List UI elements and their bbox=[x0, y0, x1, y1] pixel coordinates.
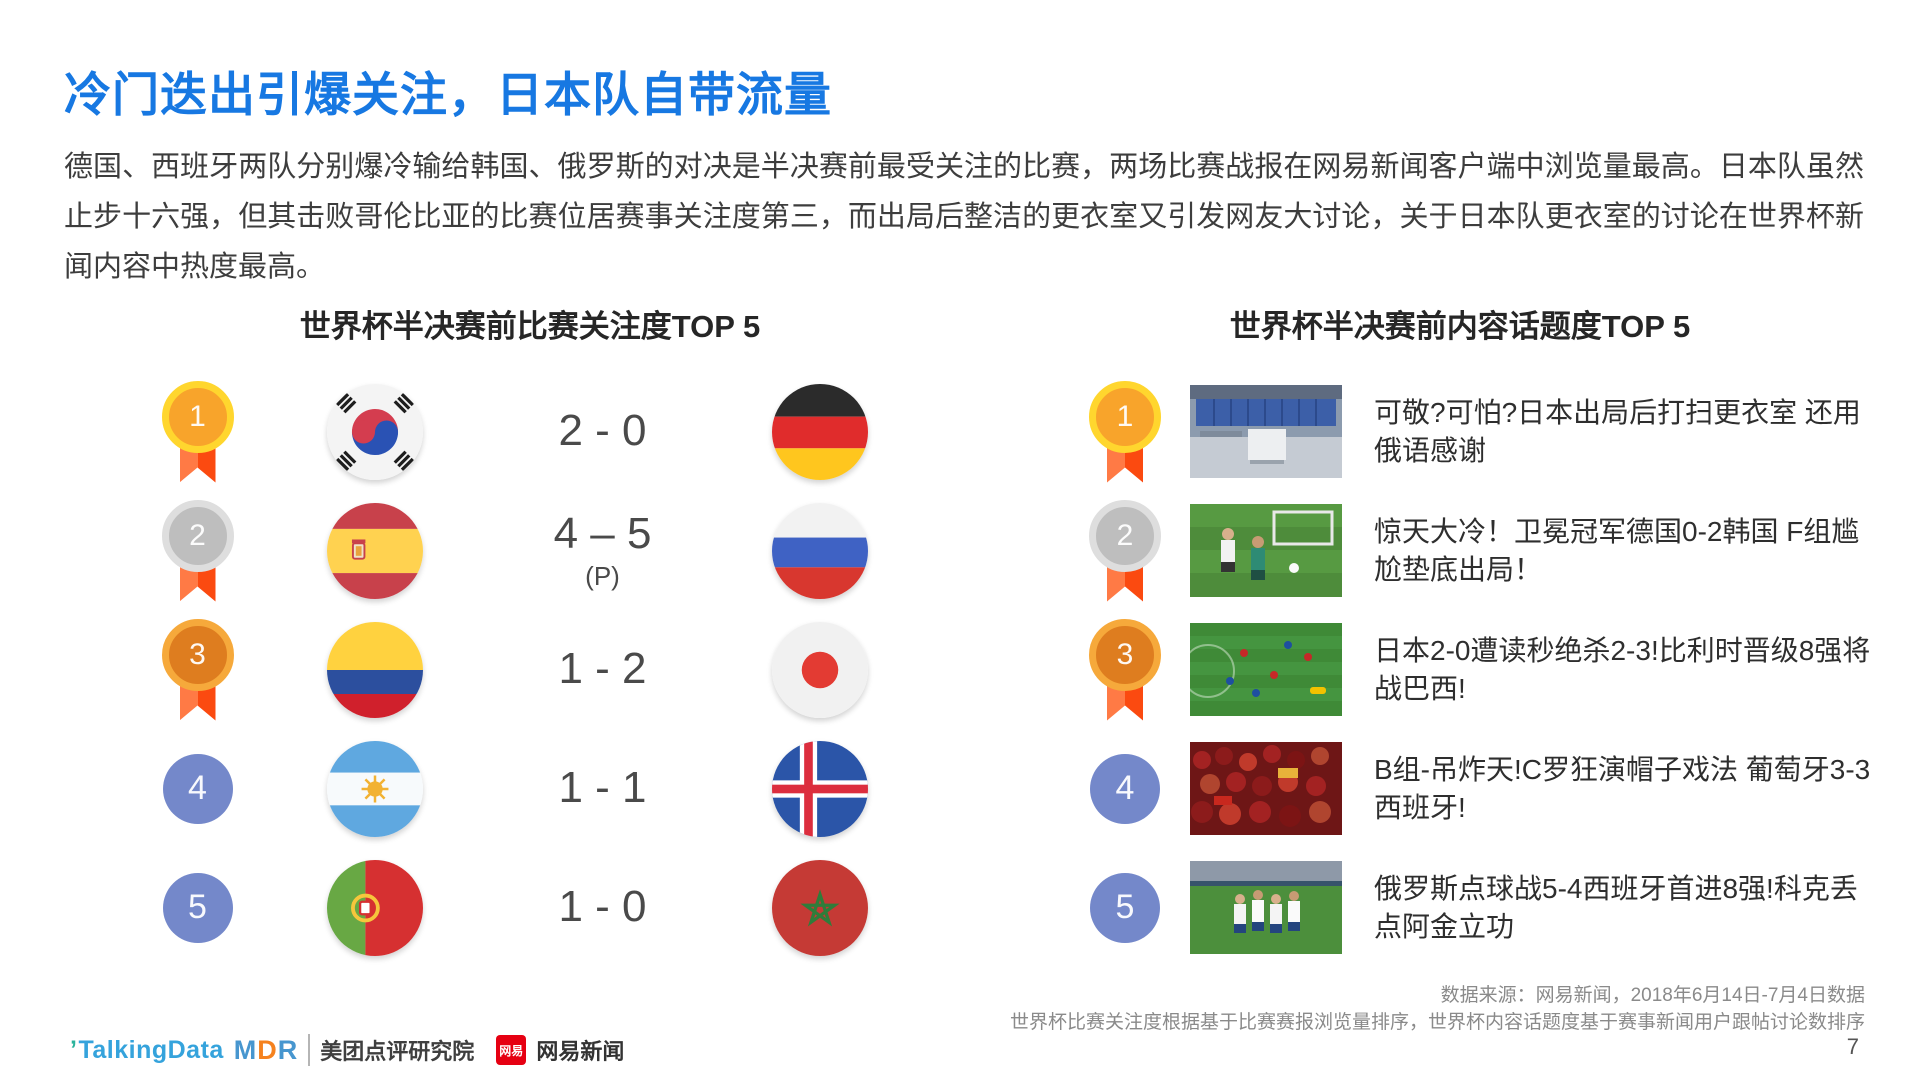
right-panel-heading: 世界杯半决赛前内容话题度TOP 5 bbox=[1229, 309, 1691, 344]
iceland-flag-icon bbox=[772, 740, 868, 837]
news-thumbnail-germany-korea-match bbox=[1190, 504, 1342, 597]
match-score: 4 – 5 bbox=[553, 509, 652, 558]
rank-number: 5 bbox=[188, 888, 207, 926]
match-ranking-list: 1 bbox=[140, 372, 930, 967]
match-row: 1 bbox=[140, 372, 930, 491]
talkingdata-logo: TalkingData bbox=[70, 1036, 224, 1065]
match-score: 1 - 1 bbox=[558, 762, 647, 812]
rank-number: 2 bbox=[1116, 518, 1134, 552]
news-headline: 可敬?可怕?日本出局后打扫更衣室 还用俄语感谢 bbox=[1374, 396, 1861, 466]
match-row: 5 1 - 0 bbox=[140, 848, 930, 967]
mdr-letter: D bbox=[257, 1034, 278, 1065]
news-headline: B组-吊炸天!C罗狂演帽子戏法 葡萄牙3-3西班牙! bbox=[1374, 753, 1871, 823]
match-row: 3 1 - 2 bbox=[140, 610, 930, 729]
data-source-line1: 数据来源：网易新闻，2018年6月14日-7月4日数据 bbox=[1440, 985, 1865, 1006]
topic-row: 5 bbox=[1060, 848, 1875, 967]
silver-medal-icon: 2 bbox=[161, 499, 234, 602]
mdr-letter: M bbox=[233, 1034, 258, 1065]
page-number: 7 bbox=[1846, 1034, 1859, 1059]
south-korea-flag-icon bbox=[327, 383, 423, 480]
germany-flag-icon bbox=[772, 383, 868, 480]
footer-logos: TalkingData MDR 美团点评研究院 网易 网易新闻 bbox=[70, 1034, 624, 1066]
silver-medal-icon: 2 bbox=[1089, 499, 1161, 602]
meituan-research-logo: 美团点评研究院 bbox=[308, 1034, 474, 1066]
news-headline: 日本2-0遭读秒绝杀2-3!比利时晋级8强将战巴西! bbox=[1374, 634, 1871, 704]
topic-row: 2 惊天大冷！卫冕冠军德国0-2韩国 F组尴 bbox=[1060, 491, 1875, 610]
rank-number: 1 bbox=[1116, 399, 1134, 433]
score-note: (P) bbox=[585, 561, 620, 591]
portugal-flag-icon bbox=[327, 859, 423, 956]
topic-row: 3 日本2-0遭读 bbox=[1060, 610, 1875, 729]
netease-news-logo: 网易新闻 bbox=[536, 1039, 625, 1064]
rank-number: 4 bbox=[188, 769, 207, 807]
news-thumbnail-russia-team-huddle bbox=[1190, 861, 1342, 954]
news-headline: 惊天大冷！卫冕冠军德国0-2韩国 F组尴尬垫底出局！ bbox=[1374, 515, 1860, 585]
left-panel-heading: 世界杯半决赛前比赛关注度TOP 5 bbox=[299, 309, 761, 344]
intro-paragraph: 德国、西班牙两队分别爆冷输给韩国、俄罗斯的对决是半决赛前最受关注的比赛，两场比赛… bbox=[64, 151, 1864, 283]
topic-ranking-list: 1 可敬?可怕?日 bbox=[1060, 372, 1875, 967]
gold-medal-icon: 1 bbox=[1089, 380, 1161, 483]
rank-number: 2 bbox=[189, 518, 206, 552]
news-headline: 俄罗斯点球战5-4西班牙首进8强!科克丢点阿金立功 bbox=[1374, 872, 1858, 942]
rank-number: 4 bbox=[1115, 769, 1135, 807]
data-source-note: 数据来源：网易新闻，2018年6月14日-7月4日数据 世界杯比赛关注度根据基于… bbox=[1010, 982, 1865, 1036]
news-thumbnail-locker-room bbox=[1190, 385, 1342, 478]
page-title: 冷门迭出引爆关注，日本队自带流量 bbox=[64, 68, 832, 121]
japan-flag-icon bbox=[772, 621, 868, 718]
rank-number: 1 bbox=[189, 399, 206, 433]
match-row: 2 bbox=[140, 491, 930, 610]
topic-row: 1 可敬?可怕?日 bbox=[1060, 372, 1875, 491]
rank-badge-icon: 4 bbox=[1090, 753, 1160, 824]
argentina-flag-icon bbox=[327, 740, 423, 837]
gold-medal-icon: 1 bbox=[161, 380, 234, 483]
morocco-flag-icon bbox=[772, 859, 868, 956]
rank-badge-icon: 5 bbox=[1090, 872, 1160, 943]
bronze-medal-icon: 3 bbox=[161, 618, 234, 721]
colombia-flag-icon bbox=[327, 621, 423, 718]
rank-badge-icon: 5 bbox=[162, 872, 233, 943]
news-thumbnail-japan-belgium-match bbox=[1190, 623, 1342, 716]
spain-flag-icon bbox=[327, 502, 423, 599]
rank-number: 3 bbox=[189, 637, 206, 671]
rank-badge-icon: 4 bbox=[162, 753, 233, 824]
match-score: 1 - 2 bbox=[558, 643, 647, 693]
news-thumbnail-portugal-fans bbox=[1190, 742, 1342, 835]
rank-number: 5 bbox=[1115, 888, 1135, 926]
match-row: 4 1 - 1 bbox=[140, 729, 930, 848]
data-source-line2: 世界杯比赛关注度根据基于比赛赛报浏览量排序，世界杯内容话题度基于赛事新闻用户跟帖… bbox=[1009, 1012, 1865, 1033]
rank-number: 3 bbox=[1116, 637, 1134, 671]
topic-row: 4 B组-吊炸天!C罗狂演帽 bbox=[1060, 729, 1875, 848]
netease-app-icon: 网易 bbox=[496, 1035, 527, 1065]
bronze-medal-icon: 3 bbox=[1089, 618, 1161, 721]
russia-flag-icon bbox=[772, 502, 868, 599]
match-score: 2 - 0 bbox=[558, 405, 647, 455]
mdr-letter: R bbox=[277, 1034, 299, 1065]
match-score: 1 - 0 bbox=[558, 881, 647, 931]
mdr-logo: MDR bbox=[234, 1035, 299, 1066]
